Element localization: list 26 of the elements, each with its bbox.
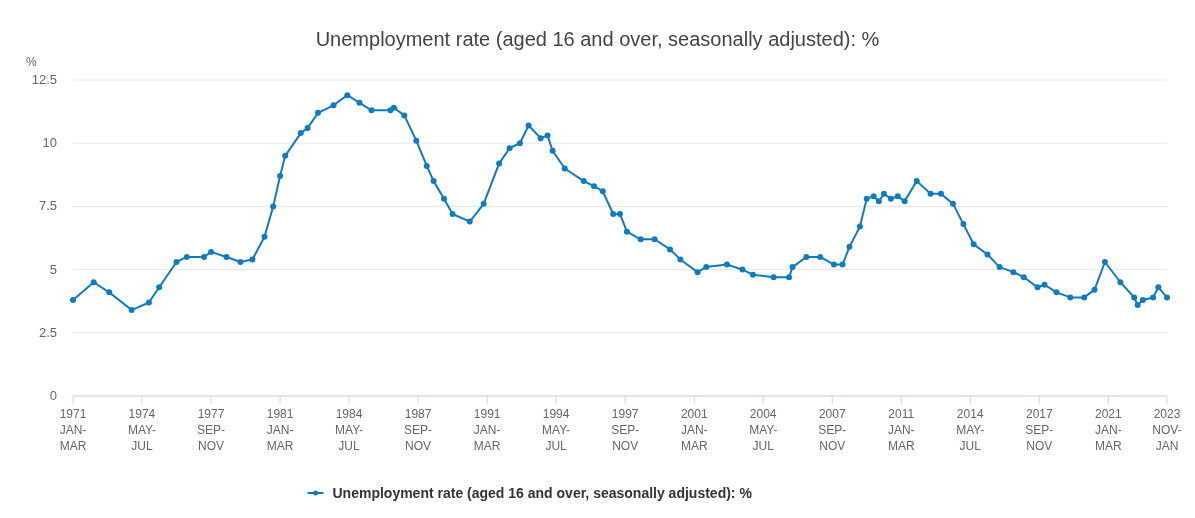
x-tick-label: 2001 JAN-MAR [680, 407, 708, 453]
y-tick-label: 2.5 [38, 324, 57, 340]
legend-label: Unemployment rate (aged 16 and over, seasonally adjusted): % [332, 485, 753, 501]
x-tick-label: 2021 JAN-MAR [1095, 407, 1123, 453]
x-tick-label: 2004 MAY-JUL [749, 407, 778, 453]
x-tick-label: 1971 JAN-MAR [59, 407, 87, 453]
x-tick-label: 1987 SEP-NOV [404, 407, 433, 453]
x-tick-label: 2007 SEP-NOV [818, 407, 847, 453]
x-tick-label: 1981 JAN-MAR [266, 407, 294, 453]
x-tick-label: 2017 SEP-NOV [1025, 407, 1054, 453]
x-tick-label: 2023 NOV-JAN [1152, 407, 1182, 453]
y-axis-title: % [26, 55, 37, 69]
y-tick-label: 10 [42, 135, 57, 151]
x-tick-label: 1991 JAN-MAR [473, 407, 501, 453]
y-tick-label: 5 [49, 261, 57, 277]
x-tick-label: 1994 MAY-JUL [542, 407, 571, 453]
x-tick-label: 1997 SEP-NOV [611, 407, 640, 453]
x-tick-label: 1974 MAY-JUL [127, 407, 156, 453]
x-tick-label: 1984 MAY-JUL [335, 407, 364, 453]
x-tick-label: 1977 SEP-NOV [197, 407, 226, 453]
x-tick-label: 2014 MAY-JUL [956, 407, 985, 453]
y-tick-label: 7.5 [38, 198, 57, 214]
y-tick-label: 0 [49, 388, 57, 403]
x-tick-label: 2011 JAN-MAR [887, 407, 915, 453]
y-tick-label: 12.5 [31, 72, 57, 87]
chart-title: Unemployment rate (aged 16 and over, seasonally adjusted): % [315, 28, 880, 50]
